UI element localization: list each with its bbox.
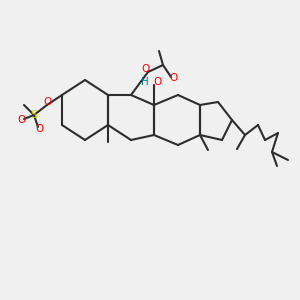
Text: O: O bbox=[43, 97, 51, 107]
Text: O: O bbox=[141, 64, 149, 74]
Text: O: O bbox=[35, 124, 43, 134]
Text: O: O bbox=[18, 115, 26, 125]
Text: S: S bbox=[30, 110, 38, 120]
Text: H: H bbox=[141, 77, 149, 87]
Text: O: O bbox=[154, 77, 162, 87]
Text: O: O bbox=[169, 73, 177, 83]
